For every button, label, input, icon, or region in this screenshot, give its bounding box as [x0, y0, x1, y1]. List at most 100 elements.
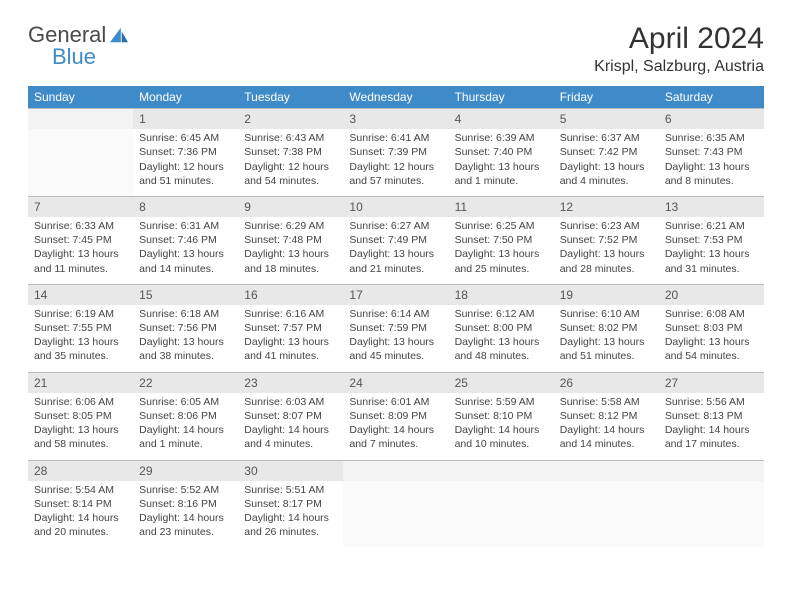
daylight-text: Daylight: 13 hours and 8 minutes. — [665, 160, 758, 188]
sunrise-text: Sunrise: 6:14 AM — [349, 307, 442, 321]
day-content-cell: Sunrise: 5:59 AMSunset: 8:10 PMDaylight:… — [449, 393, 554, 460]
sunset-text: Sunset: 7:45 PM — [34, 233, 127, 247]
day-content-cell: Sunrise: 6:19 AMSunset: 7:55 PMDaylight:… — [28, 305, 133, 372]
day-content-cell — [343, 481, 448, 548]
sunrise-text: Sunrise: 5:52 AM — [139, 483, 232, 497]
day-number-cell: 28 — [28, 460, 133, 481]
daylight-text: Daylight: 14 hours and 23 minutes. — [139, 511, 232, 539]
sunrise-text: Sunrise: 6:01 AM — [349, 395, 442, 409]
sunset-text: Sunset: 7:36 PM — [139, 145, 232, 159]
day-number-cell: 19 — [554, 284, 659, 305]
day-content-cell: Sunrise: 6:41 AMSunset: 7:39 PMDaylight:… — [343, 129, 448, 196]
day-content-cell: Sunrise: 6:33 AMSunset: 7:45 PMDaylight:… — [28, 217, 133, 284]
day-content-cell: Sunrise: 6:35 AMSunset: 7:43 PMDaylight:… — [659, 129, 764, 196]
day-number-cell — [343, 460, 448, 481]
sunrise-text: Sunrise: 6:27 AM — [349, 219, 442, 233]
weekday-header: Thursday — [449, 86, 554, 109]
day-number-cell — [554, 460, 659, 481]
weekday-header: Monday — [133, 86, 238, 109]
daylight-text: Daylight: 14 hours and 1 minute. — [139, 423, 232, 451]
sunset-text: Sunset: 7:38 PM — [244, 145, 337, 159]
sunrise-text: Sunrise: 6:10 AM — [560, 307, 653, 321]
daylight-text: Daylight: 12 hours and 57 minutes. — [349, 160, 442, 188]
day-number-cell: 9 — [238, 196, 343, 217]
day-number-cell: 3 — [343, 109, 448, 130]
daylight-text: Daylight: 13 hours and 35 minutes. — [34, 335, 127, 363]
sunset-text: Sunset: 8:07 PM — [244, 409, 337, 423]
day-content-cell: Sunrise: 6:37 AMSunset: 7:42 PMDaylight:… — [554, 129, 659, 196]
daylight-text: Daylight: 13 hours and 21 minutes. — [349, 247, 442, 275]
sunrise-text: Sunrise: 6:08 AM — [665, 307, 758, 321]
day-number-cell: 4 — [449, 109, 554, 130]
sunset-text: Sunset: 8:14 PM — [34, 497, 127, 511]
week-content-row: Sunrise: 5:54 AMSunset: 8:14 PMDaylight:… — [28, 481, 764, 548]
day-content-cell: Sunrise: 6:43 AMSunset: 7:38 PMDaylight:… — [238, 129, 343, 196]
sunset-text: Sunset: 7:56 PM — [139, 321, 232, 335]
brand-logo: General Blue — [28, 22, 132, 48]
daylight-text: Daylight: 13 hours and 1 minute. — [455, 160, 548, 188]
week-content-row: Sunrise: 6:19 AMSunset: 7:55 PMDaylight:… — [28, 305, 764, 372]
week-number-row: 123456 — [28, 109, 764, 130]
sunset-text: Sunset: 7:48 PM — [244, 233, 337, 247]
daylight-text: Daylight: 14 hours and 14 minutes. — [560, 423, 653, 451]
day-content-cell: Sunrise: 6:08 AMSunset: 8:03 PMDaylight:… — [659, 305, 764, 372]
daylight-text: Daylight: 13 hours and 48 minutes. — [455, 335, 548, 363]
sunset-text: Sunset: 8:02 PM — [560, 321, 653, 335]
day-number-cell: 30 — [238, 460, 343, 481]
day-number-cell: 2 — [238, 109, 343, 130]
day-number-cell: 20 — [659, 284, 764, 305]
daylight-text: Daylight: 13 hours and 25 minutes. — [455, 247, 548, 275]
day-content-cell: Sunrise: 6:14 AMSunset: 7:59 PMDaylight:… — [343, 305, 448, 372]
week-content-row: Sunrise: 6:45 AMSunset: 7:36 PMDaylight:… — [28, 129, 764, 196]
daylight-text: Daylight: 13 hours and 38 minutes. — [139, 335, 232, 363]
day-content-cell: Sunrise: 6:27 AMSunset: 7:49 PMDaylight:… — [343, 217, 448, 284]
sunset-text: Sunset: 7:52 PM — [560, 233, 653, 247]
day-content-cell: Sunrise: 6:39 AMSunset: 7:40 PMDaylight:… — [449, 129, 554, 196]
sunrise-text: Sunrise: 5:56 AM — [665, 395, 758, 409]
day-number-cell: 8 — [133, 196, 238, 217]
daylight-text: Daylight: 12 hours and 54 minutes. — [244, 160, 337, 188]
day-number-cell — [28, 109, 133, 130]
weekday-header: Friday — [554, 86, 659, 109]
weekday-header: Tuesday — [238, 86, 343, 109]
sunset-text: Sunset: 8:06 PM — [139, 409, 232, 423]
day-content-cell — [554, 481, 659, 548]
day-number-cell: 29 — [133, 460, 238, 481]
sunrise-text: Sunrise: 5:51 AM — [244, 483, 337, 497]
sunrise-text: Sunrise: 6:41 AM — [349, 131, 442, 145]
day-number-cell: 5 — [554, 109, 659, 130]
day-number-cell: 23 — [238, 372, 343, 393]
sunrise-text: Sunrise: 6:29 AM — [244, 219, 337, 233]
sunrise-text: Sunrise: 6:16 AM — [244, 307, 337, 321]
week-content-row: Sunrise: 6:06 AMSunset: 8:05 PMDaylight:… — [28, 393, 764, 460]
sunrise-text: Sunrise: 6:25 AM — [455, 219, 548, 233]
day-number-cell: 13 — [659, 196, 764, 217]
daylight-text: Daylight: 14 hours and 4 minutes. — [244, 423, 337, 451]
sunrise-text: Sunrise: 6:12 AM — [455, 307, 548, 321]
sunrise-text: Sunrise: 6:35 AM — [665, 131, 758, 145]
sunrise-text: Sunrise: 5:58 AM — [560, 395, 653, 409]
day-content-cell: Sunrise: 6:12 AMSunset: 8:00 PMDaylight:… — [449, 305, 554, 372]
day-content-cell: Sunrise: 6:29 AMSunset: 7:48 PMDaylight:… — [238, 217, 343, 284]
sunset-text: Sunset: 7:39 PM — [349, 145, 442, 159]
sunrise-text: Sunrise: 6:05 AM — [139, 395, 232, 409]
week-number-row: 78910111213 — [28, 196, 764, 217]
sunset-text: Sunset: 8:10 PM — [455, 409, 548, 423]
sunrise-text: Sunrise: 6:06 AM — [34, 395, 127, 409]
sunrise-text: Sunrise: 6:39 AM — [455, 131, 548, 145]
day-content-cell: Sunrise: 6:31 AMSunset: 7:46 PMDaylight:… — [133, 217, 238, 284]
day-content-cell: Sunrise: 6:03 AMSunset: 8:07 PMDaylight:… — [238, 393, 343, 460]
sunset-text: Sunset: 8:13 PM — [665, 409, 758, 423]
daylight-text: Daylight: 13 hours and 51 minutes. — [560, 335, 653, 363]
day-content-cell: Sunrise: 6:23 AMSunset: 7:52 PMDaylight:… — [554, 217, 659, 284]
daylight-text: Daylight: 14 hours and 26 minutes. — [244, 511, 337, 539]
daylight-text: Daylight: 13 hours and 54 minutes. — [665, 335, 758, 363]
daylight-text: Daylight: 13 hours and 18 minutes. — [244, 247, 337, 275]
sunset-text: Sunset: 8:16 PM — [139, 497, 232, 511]
sunrise-text: Sunrise: 5:59 AM — [455, 395, 548, 409]
day-number-cell: 12 — [554, 196, 659, 217]
sunrise-text: Sunrise: 6:31 AM — [139, 219, 232, 233]
day-content-cell: Sunrise: 5:54 AMSunset: 8:14 PMDaylight:… — [28, 481, 133, 548]
sunset-text: Sunset: 7:53 PM — [665, 233, 758, 247]
daylight-text: Daylight: 13 hours and 28 minutes. — [560, 247, 653, 275]
